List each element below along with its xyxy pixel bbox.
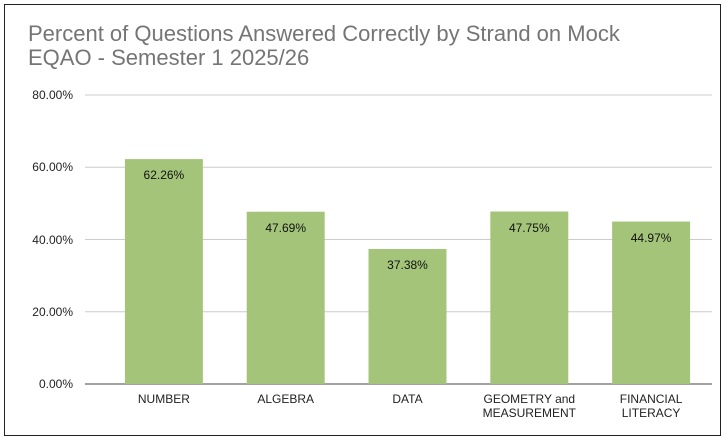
- chart-title: Percent of Questions Answered Correctly …: [28, 21, 620, 70]
- chart-frame: [4, 4, 721, 436]
- y-tick-label: 60.00%: [32, 160, 73, 175]
- data-label: 47.69%: [265, 220, 307, 235]
- data-label: 62.26%: [143, 168, 185, 183]
- y-tick-label: 80.00%: [32, 88, 73, 102]
- x-tick-label: DATA: [392, 392, 423, 406]
- data-label: 37.38%: [387, 257, 428, 272]
- bar: [124, 159, 203, 384]
- bar: [246, 211, 325, 384]
- data-label: 44.97%: [630, 230, 672, 245]
- bar: [490, 211, 569, 384]
- data-label: 47.75%: [508, 220, 550, 235]
- x-tick-label: GEOMETRY and MEASUREMENT: [482, 392, 576, 420]
- bar: [612, 221, 691, 384]
- y-tick-label: 20.00%: [32, 304, 73, 319]
- x-tick-label: FINANCIAL LITERACY: [619, 392, 683, 420]
- y-tick-label: 40.00%: [32, 232, 73, 247]
- x-tick-label: ALGEBRA: [257, 392, 315, 406]
- y-tick-label: 0.00%: [38, 377, 73, 391]
- x-tick-label: NUMBER: [137, 392, 190, 406]
- bar: [368, 248, 447, 384]
